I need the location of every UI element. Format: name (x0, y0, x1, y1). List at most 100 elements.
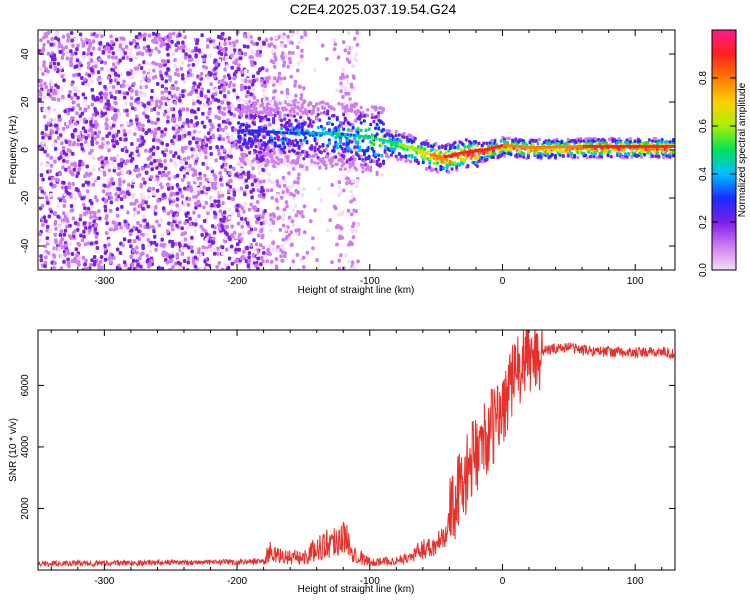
heatmap-cell (210, 224, 215, 229)
heatmap-cell (370, 147, 374, 151)
heatmap-cell (326, 228, 330, 233)
heatmap-cell (125, 91, 130, 96)
heatmap-cell (261, 167, 265, 172)
heatmap-cell (92, 255, 97, 259)
heatmap-cell (404, 154, 408, 158)
heatmap-cell (213, 66, 217, 71)
heatmap-cell (274, 264, 279, 269)
heatmap-cell (292, 106, 296, 110)
heatmap-cell (149, 175, 154, 180)
heatmap-cell (355, 30, 359, 35)
heatmap-cell (46, 69, 50, 74)
heatmap-cell (534, 151, 538, 155)
heatmap-cell (343, 109, 347, 113)
heatmap-cell (255, 200, 260, 204)
heatmap-cell (135, 235, 140, 240)
heatmap-cell (340, 209, 345, 214)
heatmap-cell (485, 157, 489, 162)
heatmap-cell (200, 87, 204, 92)
heatmap-cell (67, 155, 71, 160)
heatmap-cell (181, 231, 186, 236)
heatmap-cell (202, 141, 206, 146)
heatmap-cell (474, 140, 478, 144)
heatmap-cell (509, 152, 513, 157)
heatmap-cell (103, 183, 107, 188)
heatmap-cell (251, 188, 255, 192)
heatmap-cell (106, 177, 110, 182)
heatmap-cell (249, 115, 253, 119)
heatmap-cell (247, 255, 251, 260)
heatmap-cell (95, 198, 99, 203)
heatmap-cell (94, 222, 98, 227)
heatmap-cell (195, 137, 199, 142)
heatmap-cell (374, 126, 377, 130)
heatmap-cell (64, 185, 68, 190)
heatmap-cell (193, 170, 197, 174)
heatmap-cell (74, 259, 78, 264)
heatmap-cell (399, 157, 403, 161)
heatmap-cell (227, 36, 232, 41)
heatmap-cell (161, 206, 166, 211)
heatmap-cell (298, 84, 302, 89)
heatmap-cell (268, 213, 273, 217)
heatmap-cell (337, 258, 341, 263)
heatmap-cell (209, 248, 213, 252)
heatmap-cell (206, 89, 211, 94)
heatmap-cell (485, 150, 489, 155)
heatmap-cell (188, 54, 192, 59)
heatmap-cell (279, 195, 284, 200)
heatmap-cell (226, 105, 231, 110)
heatmap-cell (39, 254, 43, 259)
heatmap-cell (294, 161, 298, 166)
heatmap-cell (157, 265, 161, 270)
heatmap-cell (40, 203, 45, 208)
heatmap-cell (242, 44, 247, 49)
heatmap-cell (70, 96, 74, 101)
heatmap-cell (353, 157, 357, 162)
heatmap-cell (222, 215, 227, 220)
heatmap-cell (657, 154, 661, 159)
heatmap-cell (185, 225, 189, 230)
heatmap-cell (112, 130, 116, 135)
heatmap-cell (137, 204, 142, 209)
heatmap-cell (635, 148, 639, 153)
heatmap-cell (274, 257, 279, 262)
heatmap-cell (111, 134, 116, 139)
heatmap-cell (330, 260, 334, 265)
heatmap-cell (475, 155, 479, 160)
heatmap-cell (229, 154, 233, 159)
heatmap-cell (183, 157, 187, 161)
heatmap-cell (350, 150, 354, 154)
heatmap-cell (69, 49, 73, 54)
heatmap-cell (291, 208, 296, 213)
heatmap-cell (493, 138, 497, 143)
heatmap-cell (460, 148, 463, 152)
heatmap-cell (118, 58, 122, 63)
heatmap-cell (270, 80, 274, 85)
heatmap-cell (180, 165, 185, 170)
heatmap-cell (47, 118, 52, 122)
heatmap-cell (99, 95, 104, 100)
heatmap-cell (262, 148, 266, 152)
heatmap-cell (100, 155, 104, 160)
heatmap-cell (49, 61, 53, 66)
heatmap-cell (114, 115, 118, 120)
heatmap-cell (130, 75, 135, 80)
heatmap-cell (138, 51, 142, 55)
heatmap-cell (175, 255, 180, 260)
heatmap-cell (238, 232, 242, 237)
heatmap-cell (220, 164, 224, 169)
heatmap-cell (175, 223, 179, 228)
heatmap-cell (38, 66, 42, 71)
heatmap-cell (206, 76, 210, 81)
heatmap-cell (220, 100, 225, 105)
heatmap-cell (277, 71, 282, 76)
heatmap-cell (244, 178, 248, 183)
heatmap-cell (349, 82, 354, 87)
heatmap-cell (229, 111, 233, 116)
heatmap-cell (94, 33, 98, 38)
heatmap-cell (126, 210, 130, 215)
heatmap-cell (134, 35, 139, 39)
heatmap-cell (76, 134, 81, 139)
heatmap-cell (349, 212, 354, 217)
